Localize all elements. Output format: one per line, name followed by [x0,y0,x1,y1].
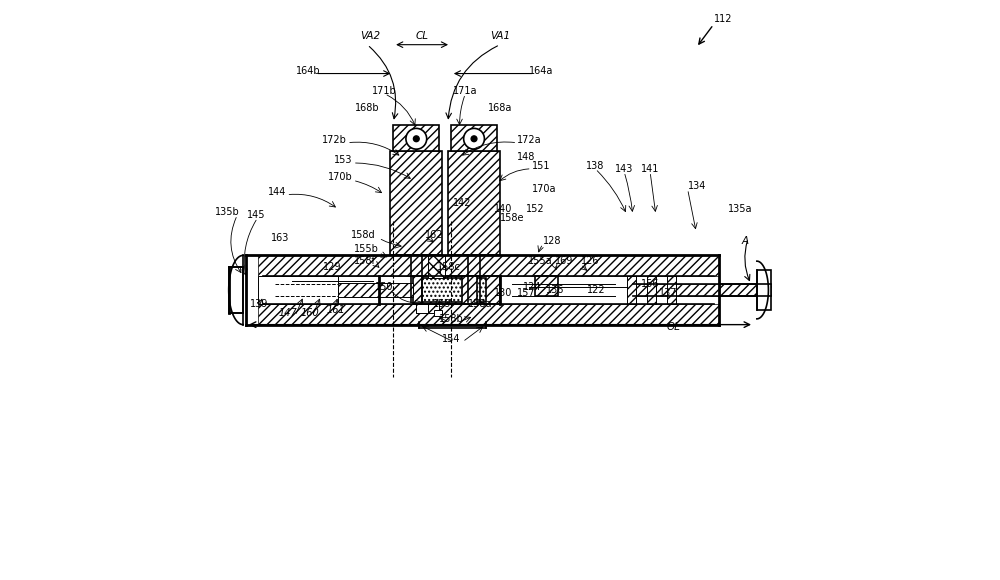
Text: 158a: 158a [468,299,493,309]
Bar [428,255,445,278]
Text: 126: 126 [581,256,599,266]
Bar [416,304,428,313]
Bar [647,276,656,304]
Text: 158c: 158c [437,262,460,272]
Bar [416,304,439,313]
Text: 170a: 170a [532,184,556,194]
Text: 136: 136 [546,285,565,295]
Text: 156: 156 [641,279,660,289]
Bar [258,276,338,304]
Text: 139: 139 [250,299,268,309]
Text: 169: 169 [555,256,573,266]
Polygon shape [258,255,719,276]
Bar [338,283,413,297]
Circle shape [413,136,419,142]
Text: 124: 124 [523,282,542,292]
Text: 168a: 168a [488,103,512,113]
Text: 142: 142 [453,198,472,208]
Text: 138: 138 [586,161,604,171]
Text: 145: 145 [247,210,266,220]
Text: OL: OL [666,322,680,332]
Text: 171a: 171a [453,86,478,96]
Bar [390,151,442,255]
Text: 135b: 135b [215,207,239,217]
Polygon shape [258,304,719,325]
Text: CL: CL [416,31,429,41]
Text: 148: 148 [517,152,536,162]
Text: 134: 134 [688,181,706,191]
Bar [448,151,500,255]
Text: 112: 112 [714,13,732,24]
Bar [667,276,676,304]
Text: 129: 129 [323,262,341,272]
Text: 171b: 171b [372,86,397,96]
Text: 164a: 164a [529,66,553,75]
Text: 157: 157 [517,288,536,298]
Circle shape [406,128,427,149]
Text: 158d: 158d [351,230,376,240]
Text: 161: 161 [326,305,345,315]
Text: 160: 160 [300,308,319,318]
Text: 170b: 170b [328,172,353,182]
Text: 143: 143 [615,164,633,173]
Text: 172b: 172b [322,135,347,145]
Text: 150: 150 [375,282,393,292]
Bar [451,125,497,151]
Text: VA2: VA2 [360,31,380,41]
Bar [535,276,558,296]
Text: 141: 141 [641,164,659,173]
Text: 172a: 172a [517,135,542,145]
Bar [393,125,439,151]
Text: 135a: 135a [728,204,753,214]
Bar [627,276,636,304]
Text: 155a: 155a [528,256,552,266]
Text: 128: 128 [543,236,562,246]
Text: 154: 154 [442,334,460,344]
Text: 130: 130 [494,288,513,298]
Text: 155b: 155b [354,245,379,255]
Text: 158e: 158e [500,213,524,223]
Bar [434,310,442,316]
Text: 158b: 158b [439,314,463,324]
Text: 159: 159 [433,299,452,309]
Text: VA1: VA1 [490,31,510,41]
Bar [462,276,477,304]
Circle shape [471,136,477,142]
Bar [413,276,500,304]
Text: 140: 140 [494,204,513,214]
Text: 151: 151 [532,161,550,171]
Text: 163: 163 [271,233,289,243]
Text: 144: 144 [268,187,286,197]
Text: 153: 153 [334,155,353,165]
Circle shape [464,128,484,149]
Text: 164b: 164b [296,66,321,75]
Text: 168b: 168b [355,103,380,113]
Bar [229,267,243,313]
Text: 158f: 158f [354,256,376,266]
Polygon shape [633,284,771,296]
Text: 152: 152 [526,204,545,214]
Text: 147: 147 [278,308,297,318]
Text: 122: 122 [587,285,605,295]
Bar [757,270,771,310]
Bar [422,278,486,302]
Text: A: A [742,236,749,246]
Text: 162: 162 [425,230,443,240]
Text: 137: 137 [659,288,677,298]
